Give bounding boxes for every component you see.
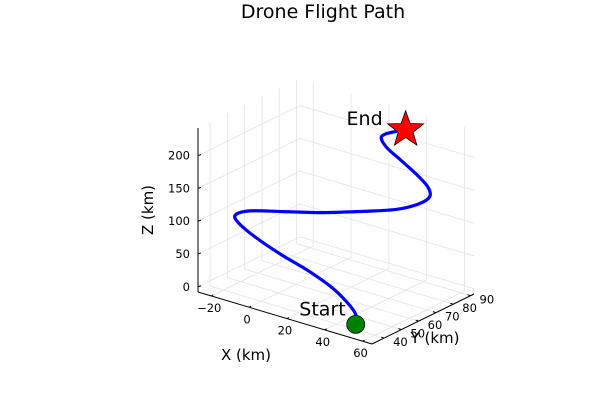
data-layer: Start End xyxy=(233,108,432,334)
z-tick xyxy=(197,252,202,255)
gridline-z-side xyxy=(197,105,301,156)
gridline-y-floor xyxy=(244,268,419,322)
gridline-z-back xyxy=(299,236,475,290)
y-axis-label: Y (km) xyxy=(410,329,460,347)
z-tick-label: 200 xyxy=(168,149,190,163)
z-axis-label: Z (km) xyxy=(139,185,157,235)
z-tick-label: 50 xyxy=(175,247,190,261)
x-tick xyxy=(248,305,252,308)
x-tick-label: 20 xyxy=(278,324,293,338)
y-tick-label: 70 xyxy=(445,310,460,324)
y-tick xyxy=(450,302,454,305)
x-axis-label: X (km) xyxy=(221,346,271,364)
end-marker xyxy=(386,109,425,147)
gridline-x-floor xyxy=(362,290,465,342)
y-tick-label: 40 xyxy=(393,335,408,349)
x-tick-label: 40 xyxy=(315,335,330,349)
flight-path-line xyxy=(233,128,432,326)
gridline-x-floor xyxy=(324,279,427,331)
x-tick xyxy=(286,317,290,320)
gridline-y-floor xyxy=(227,277,402,330)
gridline-z-side xyxy=(197,137,301,189)
x-tick xyxy=(324,328,327,331)
gridline-z-side xyxy=(197,236,301,288)
gridline-y-floor xyxy=(296,243,471,297)
z-tick xyxy=(197,186,202,189)
x-tick xyxy=(211,294,214,297)
z-tick xyxy=(197,154,202,157)
gridline-z-back xyxy=(299,105,475,158)
grid-layer xyxy=(197,79,475,342)
chart-title: Drone Flight Path xyxy=(241,1,405,23)
y-axis-line xyxy=(371,293,475,345)
gridline-z-back xyxy=(299,137,475,191)
start-annotation: Start xyxy=(299,298,345,320)
gridline-z-side xyxy=(197,170,301,222)
start-marker xyxy=(346,314,366,334)
gridline-x-floor xyxy=(211,245,314,297)
x-tick-label: −20 xyxy=(197,301,221,315)
gridline-y-floor xyxy=(261,260,437,314)
y-tick-label: 60 xyxy=(428,318,443,332)
x-axis-line xyxy=(197,291,373,345)
y-tick xyxy=(398,328,402,331)
z-tick xyxy=(197,285,202,288)
y-tick xyxy=(432,311,437,314)
z-tick xyxy=(197,219,202,222)
z-tick-label: 100 xyxy=(168,214,190,228)
gridline-z-back xyxy=(299,170,475,224)
gridline-y-floor xyxy=(279,251,454,305)
gridline-x-floor xyxy=(248,256,352,308)
z-tick-label: 0 xyxy=(183,280,190,294)
y-tick xyxy=(380,336,385,339)
y-tick xyxy=(467,294,471,297)
x-tick-label: 60 xyxy=(353,346,368,360)
y-tick-label: 50 xyxy=(410,327,425,341)
y-tick xyxy=(415,319,419,322)
y-tick-label: 80 xyxy=(462,301,477,315)
x-tick xyxy=(362,339,365,342)
x-tick-label: 0 xyxy=(243,312,250,326)
y-tick-label: 90 xyxy=(480,293,495,307)
z-tick-label: 150 xyxy=(168,181,190,195)
end-annotation: End xyxy=(347,108,383,130)
